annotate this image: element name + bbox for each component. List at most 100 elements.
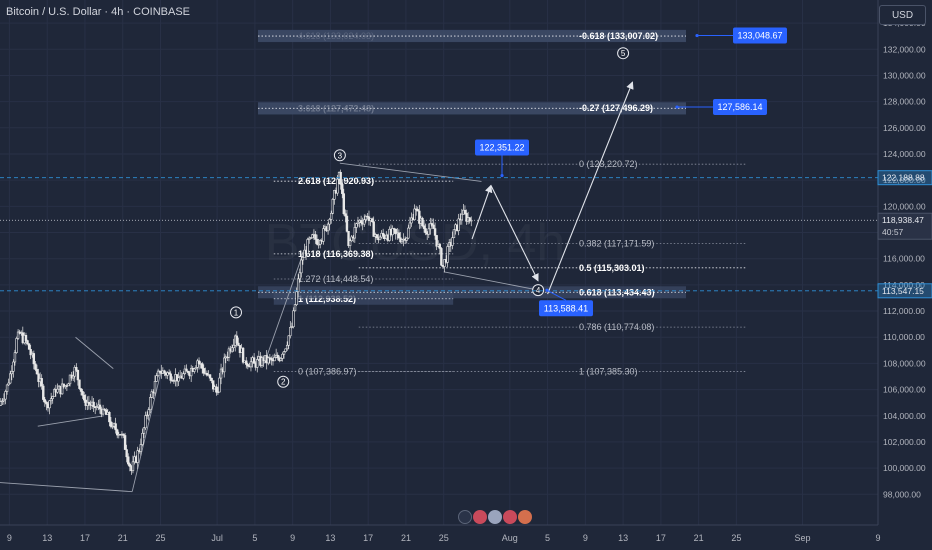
candle-body — [397, 232, 401, 239]
candles — [0, 169, 473, 475]
flag-icon[interactable] — [503, 509, 517, 524]
flag-icon[interactable] — [473, 509, 487, 524]
triangle-upper-line — [339, 162, 482, 182]
x-tick-label: 5 — [545, 533, 550, 543]
candle-body — [391, 228, 394, 236]
x-tick-label: Sep — [794, 533, 810, 543]
candle-body — [446, 246, 449, 263]
candle-body — [241, 347, 245, 363]
candle-body — [267, 357, 270, 364]
candle-body — [319, 240, 322, 245]
candle-body — [131, 461, 135, 472]
candle-body — [468, 217, 471, 222]
x-axis-panel — [0, 525, 932, 550]
target-dot — [545, 288, 549, 292]
candle-body — [416, 209, 419, 212]
x-tick-label: 13 — [325, 533, 335, 543]
y-tick-label: 124,000.00 — [883, 149, 926, 159]
wave-label-circle — [532, 284, 545, 297]
candle-body — [5, 384, 9, 392]
x-tick-label: 9 — [583, 533, 588, 543]
candle-body — [350, 236, 353, 242]
flag-icon[interactable] — [518, 509, 532, 524]
last-price-text: 118,938.47 — [882, 215, 924, 225]
candle-body — [287, 335, 290, 346]
candle-body — [147, 409, 150, 416]
candle-body — [1, 400, 4, 402]
candle-body — [68, 374, 72, 385]
y-tick-label: 126,000.00 — [883, 123, 926, 133]
candle-body — [328, 219, 331, 225]
wave-label-circle — [333, 149, 346, 162]
fib-retracement-level-label: 0.618 (113,434.43) — [579, 287, 655, 297]
candle-body — [333, 189, 336, 200]
candle-body — [122, 433, 125, 436]
target-dot — [695, 33, 699, 38]
x-tick-label: Jul — [211, 533, 223, 543]
candle-body — [443, 259, 446, 267]
x-tick-label: 21 — [401, 533, 411, 543]
candle-body — [51, 396, 54, 399]
candle-body — [82, 395, 86, 401]
candle-body — [381, 232, 385, 236]
candle-body — [339, 172, 342, 185]
candle-body — [60, 383, 64, 395]
fib-retracement-level-label: -0.27 (127,496.29) — [579, 103, 653, 113]
wave-label: 4 — [536, 286, 541, 295]
triangle-lower-line — [443, 271, 539, 291]
candle-body — [45, 402, 48, 405]
candle-body — [167, 372, 171, 375]
fib-retracement-level-label: 0.5 (115,303.01) — [579, 263, 645, 273]
candle-body — [200, 363, 204, 369]
candle-body — [9, 373, 12, 384]
y-tick-label: 100,000.00 — [883, 463, 926, 473]
candle-body — [56, 388, 59, 393]
x-tick-label: Aug — [502, 533, 518, 543]
flag-icon[interactable] — [488, 509, 502, 524]
candle-body — [212, 380, 215, 390]
candle-body — [210, 377, 213, 381]
target-label-text: 122,351.22 — [479, 143, 524, 153]
wave-label-circle — [277, 375, 290, 388]
candle-body — [227, 348, 231, 358]
candle-body — [172, 380, 176, 382]
candle-body — [67, 383, 70, 387]
candle-body — [53, 389, 56, 397]
candle-body — [43, 399, 47, 403]
candle-body — [413, 208, 416, 221]
y-tick-label: 110,000.00 — [883, 332, 925, 342]
candle-body — [418, 210, 421, 224]
projection-arrow — [471, 184, 493, 240]
target-label-text: 127,586.14 — [717, 102, 762, 112]
fib-retracement-level-label: 0.382 (117,171.59) — [579, 238, 654, 248]
lightning-icon[interactable] — [458, 509, 472, 524]
candle-body — [40, 378, 43, 387]
candle-body — [169, 373, 172, 381]
x-tick-label: 25 — [155, 533, 165, 543]
target-dot — [675, 105, 679, 109]
candle-body — [359, 220, 363, 224]
currency-selector[interactable]: USD — [879, 5, 926, 25]
target-dot — [500, 173, 504, 178]
candle-body — [26, 340, 29, 345]
candle-body — [451, 237, 454, 246]
candle-body — [252, 357, 256, 364]
candle-body — [356, 221, 360, 225]
candle-body — [348, 240, 352, 246]
candle-body — [186, 370, 190, 373]
y-tick-label: 102,000.00 — [883, 437, 926, 447]
x-tick-label: 13 — [42, 533, 52, 543]
wave-label: 1 — [234, 308, 239, 317]
level-price-tag — [877, 170, 932, 186]
candle-body — [48, 400, 51, 409]
candle-body — [284, 348, 287, 352]
candle-body — [460, 213, 464, 221]
candle-body — [292, 310, 295, 328]
candle-body — [215, 386, 218, 393]
candle-body — [103, 408, 106, 411]
fib-retracement-level-label: 1 (107,385.30) — [579, 366, 638, 376]
candle-body — [260, 357, 264, 366]
candle-body — [422, 225, 426, 229]
candle-body — [285, 344, 289, 350]
